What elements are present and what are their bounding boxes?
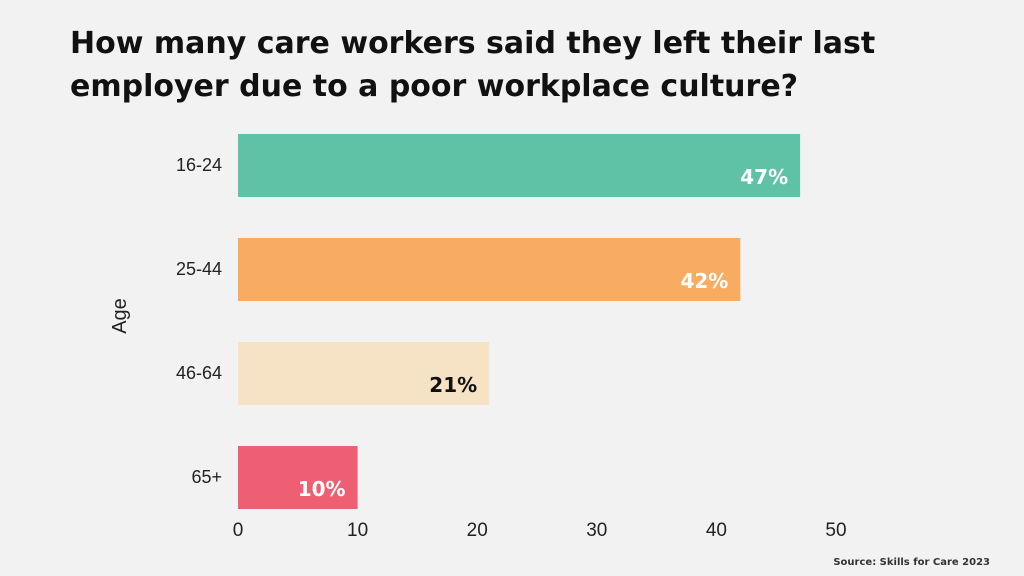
x-tick-label: 0	[233, 520, 244, 541]
category-label: 65+	[191, 467, 222, 487]
x-tick-label: 30	[586, 520, 607, 541]
category-label: 16-24	[176, 155, 222, 175]
x-tick-label: 50	[825, 520, 846, 541]
page-title: How many care workers said they left the…	[70, 26, 876, 104]
data-label: 21%	[429, 373, 477, 397]
source-note: Source: Skills for Care 2023	[833, 557, 990, 568]
category-label: 25-44	[176, 259, 222, 279]
y-axis-label: Age	[109, 298, 131, 334]
category-label: 46-64	[176, 363, 222, 383]
bars-group: 16-24 47% 25-44 42% 46-64 21% 65+ 10%	[176, 134, 801, 509]
x-tick-label: 10	[347, 520, 368, 541]
data-label: 10%	[298, 477, 346, 501]
bar-25-44	[238, 238, 741, 301]
bar-16-24	[238, 134, 801, 197]
x-tick-label: 20	[467, 520, 488, 541]
x-tick-label: 40	[706, 520, 727, 541]
bar-46-64	[238, 342, 490, 405]
data-label: 42%	[680, 269, 728, 293]
data-label: 47%	[740, 165, 788, 189]
bar-65+	[238, 446, 358, 509]
x-axis-ticks: 0 10 20 30 40 50	[233, 520, 847, 541]
